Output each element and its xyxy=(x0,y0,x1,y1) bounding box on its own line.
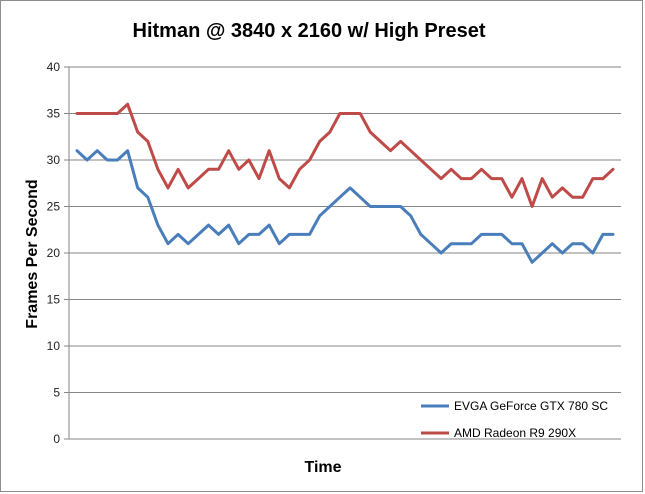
y-tick-label-30: 30 xyxy=(47,153,61,167)
y-axis-title: Frames Per Second xyxy=(24,179,41,328)
y-tick-label-20: 20 xyxy=(47,246,61,260)
series-line-1 xyxy=(75,149,615,264)
axes xyxy=(68,67,621,440)
legend: EVGA GeForce GTX 780 SC AMD Radeon R9 290… xyxy=(421,399,608,440)
y-tick-label-0: 0 xyxy=(53,432,60,446)
legend-label-2: AMD Radeon R9 290X xyxy=(454,426,576,440)
y-tick-labels: 0 5 10 15 20 25 30 35 40 xyxy=(47,60,61,446)
chart-title: Hitman @ 3840 x 2160 w/ High Preset xyxy=(133,20,486,42)
legend-label-1: EVGA GeForce GTX 780 SC xyxy=(454,399,608,413)
x-axis-title: Time xyxy=(304,459,341,476)
y-tick-label-40: 40 xyxy=(47,60,61,74)
y-tick-label-5: 5 xyxy=(53,386,60,400)
y-tick-label-25: 25 xyxy=(47,200,61,214)
grid-lines xyxy=(64,66,621,440)
y-tick-label-35: 35 xyxy=(47,107,61,121)
y-tick-label-10: 10 xyxy=(47,339,61,353)
series-line-2 xyxy=(75,102,615,208)
series-lines xyxy=(75,102,615,264)
y-tick-label-15: 15 xyxy=(47,293,61,307)
